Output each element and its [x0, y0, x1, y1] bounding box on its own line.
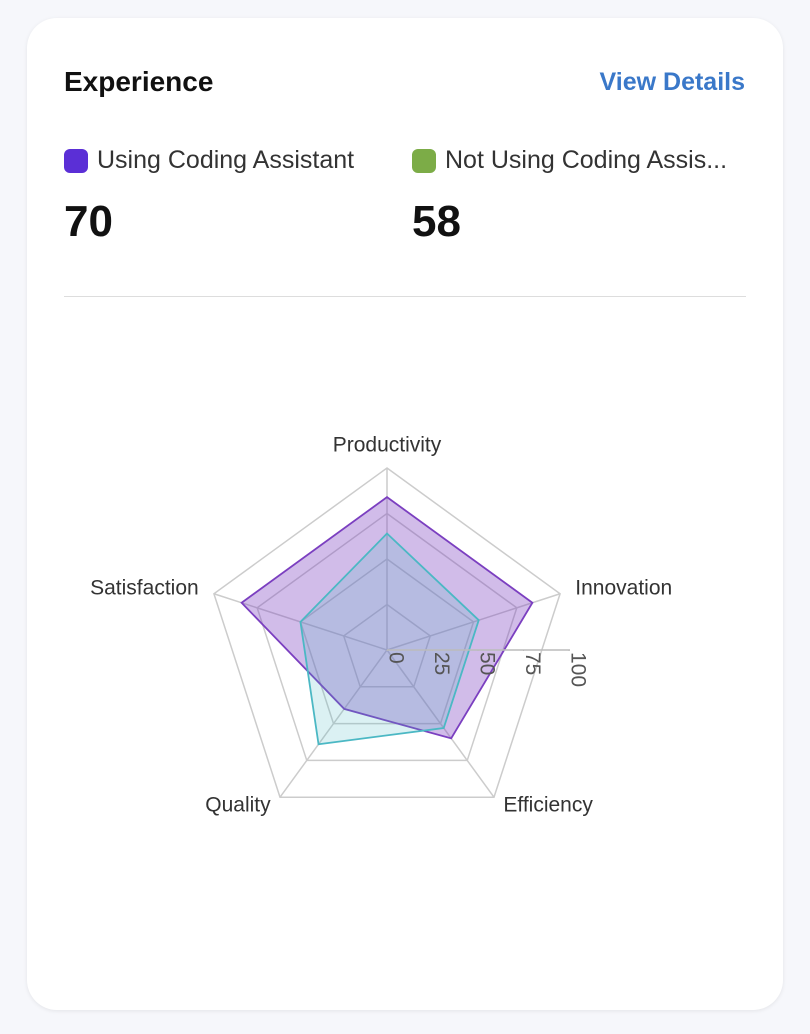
score-value: 58	[412, 197, 461, 246]
legend-item: Not Using Coding Assis... 58	[412, 146, 752, 247]
grid-ring	[299, 558, 475, 725]
legend-label: Not Using Coding Assis...	[445, 146, 728, 174]
legend-item: Using Coding Assistant 70	[64, 146, 404, 247]
card: Experience View Details Using Coding Ass…	[27, 18, 783, 1010]
score-value: 70	[64, 197, 113, 246]
legend-swatch	[412, 148, 436, 173]
spoke	[386, 649, 495, 798]
axis-label: Satisfaction	[90, 576, 199, 599]
divider	[64, 296, 746, 297]
axis-label: Productivity	[333, 434, 442, 457]
r-tick-label: 0	[384, 652, 407, 664]
grid-ring	[342, 603, 432, 688]
grid-ring	[213, 467, 561, 798]
grid-ring	[256, 512, 518, 762]
spoke	[279, 649, 388, 798]
series-area	[299, 532, 480, 746]
r-tick-label: 25	[430, 652, 453, 675]
legend-label: Using Coding Assistant	[97, 146, 355, 174]
axis-label: Innovation	[575, 576, 672, 599]
r-tick-label: 50	[475, 652, 498, 675]
card-title: Experience	[64, 66, 214, 97]
axis-label: Efficiency	[503, 794, 593, 817]
view-details-link[interactable]: View Details	[599, 68, 745, 96]
legend-swatch	[64, 148, 88, 173]
axis-label: Quality	[205, 794, 271, 817]
r-tick-label: 100	[566, 652, 589, 687]
r-tick-label: 75	[521, 652, 544, 675]
